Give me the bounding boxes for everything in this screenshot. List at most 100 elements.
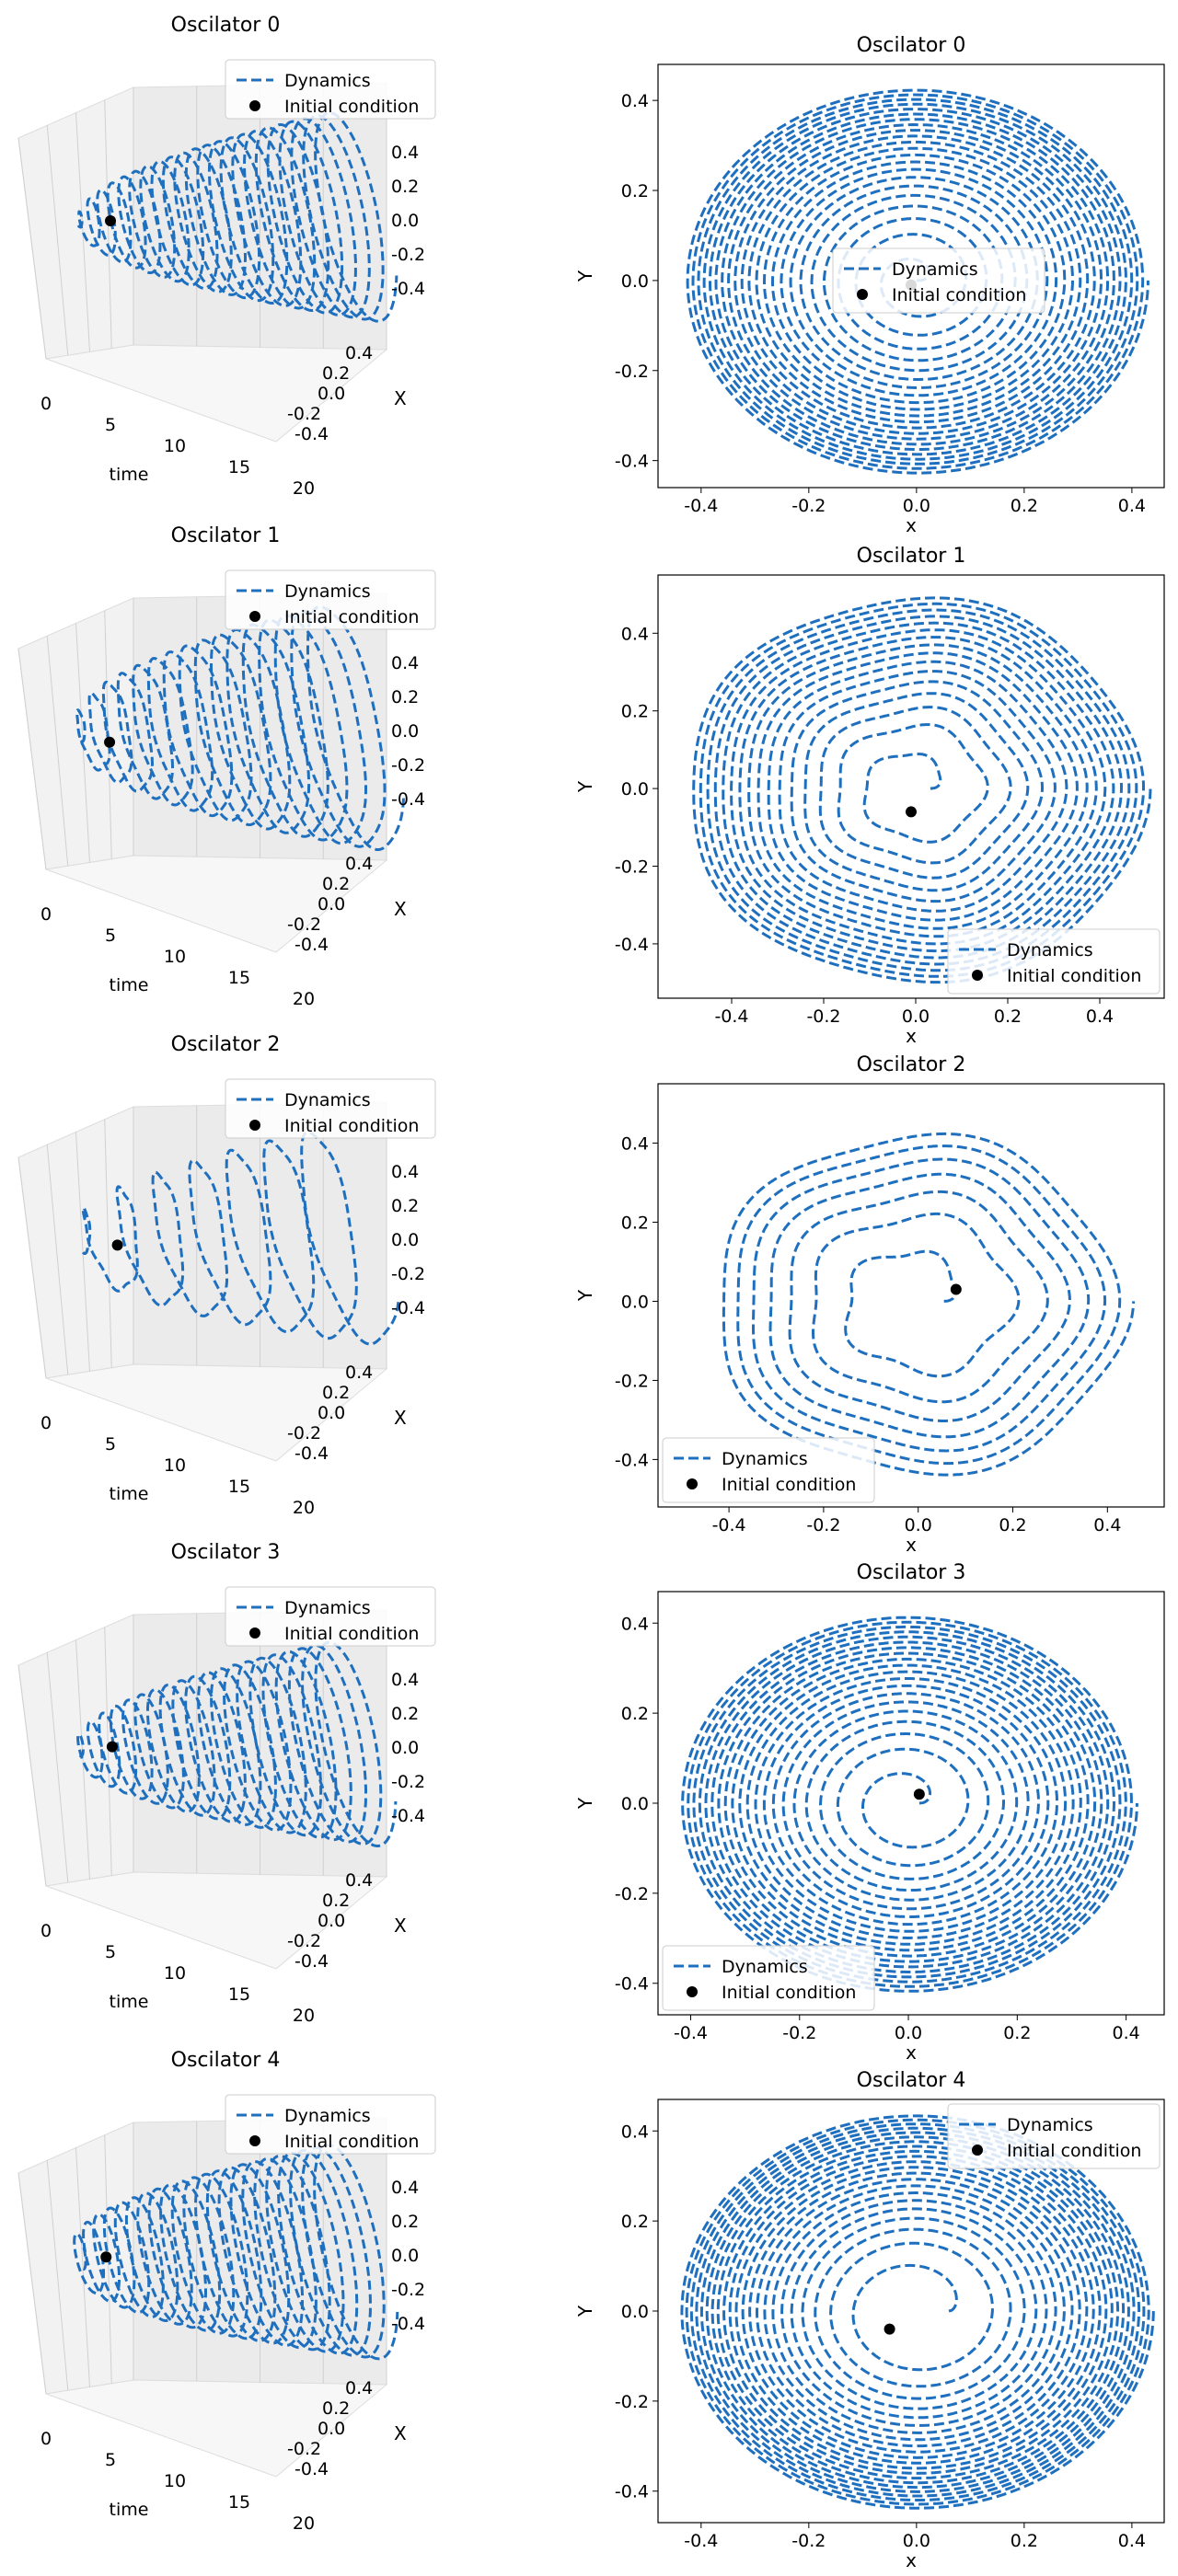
legend-initial-condition-label: Initial condition [284,607,419,627]
x-tick-label: -0.2 [287,1931,321,1951]
y-tick-label: -0.2 [615,2392,649,2412]
x-tick-label: 0.4 [1112,2023,1139,2043]
time-tick-label: 0 [40,1921,52,1941]
x-tick-label: 0.2 [994,1006,1022,1027]
x-tick-label: 0.0 [903,2531,930,2551]
y-tick-label: 0.0 [621,779,649,799]
x-tick-label: 0.4 [1118,496,1146,516]
x-tick-label: -0.2 [287,914,321,935]
initial-condition-marker [884,2323,895,2335]
z-tick-label: -0.4 [391,279,425,299]
grid-line [75,1132,90,1372]
plot-frame [657,63,1165,489]
legend-dynamics-label: Dynamics [1007,940,1093,960]
time-tick-label: 0 [40,2429,52,2449]
y-tick-label: 0.0 [621,271,649,292]
time-tick-label: 0 [40,1413,52,1433]
z-tick-label: 0.0 [391,721,419,742]
legend-initial-condition-swatch [687,1986,698,1997]
panel-title: Oscilator 1 [171,524,281,547]
time-tick-label: 20 [293,478,315,499]
time-tick-label: 10 [164,1963,186,1984]
legend-box [225,569,436,630]
z-tick-label: -0.2 [391,245,425,265]
y-tick-label: 0.4 [621,1133,649,1154]
x-tick-label: 0.2 [1011,2531,1038,2551]
grid-line [17,1664,47,1887]
z-tick-label: -0.4 [391,2314,425,2334]
legend-initial-condition-swatch [972,970,983,981]
legend: Dynamics Initial condition [662,1437,875,1503]
y-axis-label: Y [574,1289,596,1302]
legend-dynamics-label: Dynamics [284,581,371,602]
y-tick-label: 0.2 [621,1213,649,1233]
z-tick-label: -0.2 [391,1772,425,1792]
legend-box [225,1078,436,1139]
legend-box [947,928,1161,995]
z-tick-label: 0.2 [391,687,419,707]
time-tick-label: 10 [164,947,186,967]
legend-initial-condition-label: Initial condition [1007,966,1141,986]
z-tick-label: 0.2 [391,2212,419,2232]
y-tick-label: 0.4 [621,2122,649,2142]
legend-dynamics-label: Dynamics [284,1598,371,1618]
x-axis-label: x [906,2549,917,2571]
grid-line [17,648,47,870]
trajectory-line [680,2114,1155,2510]
trajectory-line [722,1132,1136,1477]
initial-condition-marker [111,1239,123,1251]
legend-initial-condition-swatch [972,2145,983,2156]
grid-line [17,2172,47,2395]
time-tick-label: 15 [228,1984,250,2005]
x-tick-label: 0.0 [895,2023,922,2043]
y-axis-label: Y [574,270,596,282]
time-tick-label: 20 [293,1498,315,1518]
legend-initial-condition-swatch [249,2135,260,2146]
x-tick-label: -0.2 [287,2439,321,2459]
grid-line [104,1119,112,1368]
x-tick-label: 0.0 [902,1006,930,1027]
time-tick-label: 15 [228,457,250,477]
panel-title: Oscilator 3 [171,1541,281,1564]
time-axis-label: time [110,1484,149,1504]
grid-line [46,1652,69,1883]
panel-title: Oscilator 0 [857,34,966,57]
y-tick-label: 0.2 [621,2212,649,2232]
legend: Dynamics Initial condition [947,2103,1161,2169]
x-axis-label: x [906,1025,917,1047]
trajectory-line [76,1640,398,1847]
initial-condition-marker [100,2251,112,2263]
legend-initial-condition-label: Initial condition [892,285,1026,305]
time-axis-label: time [110,465,149,485]
legend-box [225,59,436,120]
x-axis-label: X [394,1915,407,1937]
time-tick-label: 15 [228,1477,250,1497]
z-tick-label: 0.4 [391,1670,419,1690]
legend-box [832,247,1045,314]
initial-condition-marker [913,1788,925,1800]
y-tick-label: -0.4 [615,452,649,472]
back-pane-left [17,86,134,360]
legend-dynamics-label: Dynamics [1007,2115,1093,2135]
y-tick-label: -0.2 [615,1371,649,1391]
time-series-3d-panel-0: Oscilator 005101520time0.40.20.0-0.2-0.4… [17,14,436,499]
initial-condition-marker [906,806,917,818]
z-tick-label: 0.4 [391,1162,419,1182]
x-tick-label: -0.2 [791,496,826,516]
legend: Dynamics Initial condition [225,1586,436,1647]
x-tick-label: 0.4 [1086,1006,1114,1027]
grid-line [17,137,47,360]
legend-initial-condition-label: Initial condition [722,1983,856,2003]
x-tick-label: 0.0 [903,496,930,516]
initial-condition-marker [950,1283,962,1295]
y-tick-label: 0.0 [621,2302,649,2322]
legend-initial-condition-swatch [249,1627,260,1639]
x-tick-label: 0.4 [345,343,373,363]
grid-line [104,1627,112,1876]
legend-dynamics-label: Dynamics [284,71,371,91]
x-tick-label: -0.2 [287,404,321,424]
y-tick-label: 0.2 [621,181,649,201]
z-tick-label: 0.4 [391,143,419,163]
time-series-3d-panel-3: Oscilator 305101520time0.40.20.0-0.2-0.4… [17,1541,436,2026]
x-tick-label: 0.2 [1011,496,1038,516]
